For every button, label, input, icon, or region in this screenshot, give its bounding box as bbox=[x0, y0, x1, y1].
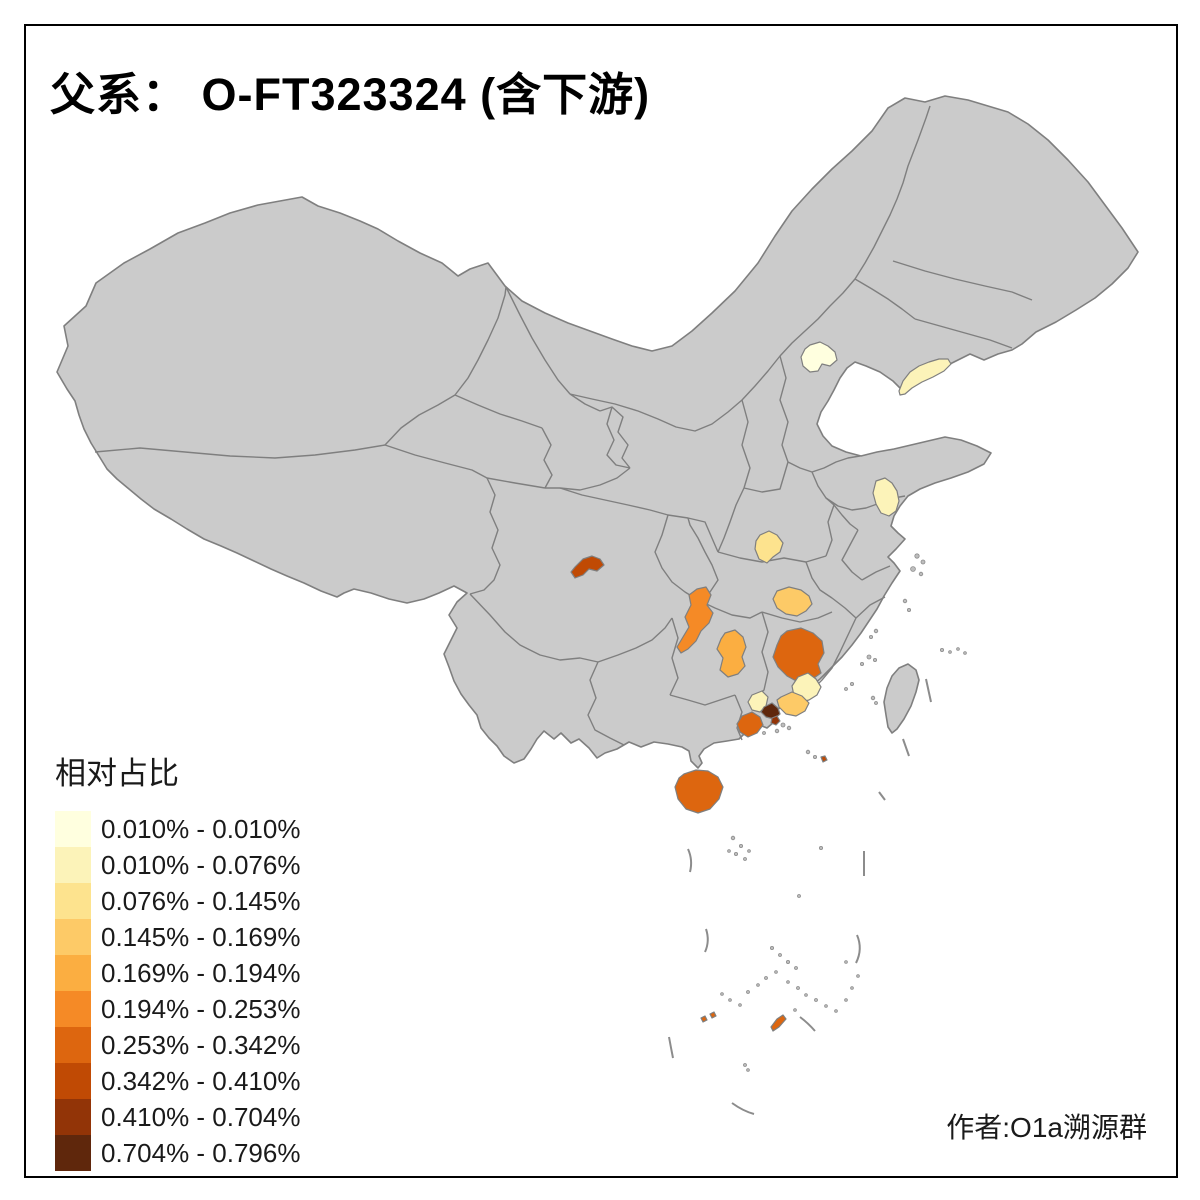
map-region-zhongshan bbox=[770, 715, 781, 726]
legend-swatch-5 bbox=[55, 955, 91, 991]
legend-row: 0.010% - 0.076% bbox=[55, 847, 300, 883]
map-region-scs-island-c bbox=[709, 1011, 717, 1019]
plot-frame bbox=[24, 24, 1178, 1178]
map-region-hunan-central bbox=[716, 629, 747, 678]
legend-row: 0.010% - 0.010% bbox=[55, 811, 300, 847]
legend-label-10: 0.704% - 0.796% bbox=[101, 1137, 301, 1168]
legend-label-1: 0.010% - 0.010% bbox=[101, 813, 301, 844]
china-mainland bbox=[56, 95, 1139, 769]
legend-row: 0.076% - 0.145% bbox=[55, 883, 300, 919]
legend-row: 0.253% - 0.342% bbox=[55, 1027, 300, 1063]
map-region-coastal-islet bbox=[820, 755, 828, 763]
legend-label-8: 0.342% - 0.410% bbox=[101, 1065, 301, 1096]
legend-swatch-1 bbox=[55, 811, 91, 847]
map-region-guangdong-west bbox=[736, 711, 764, 738]
legend: 相对占比 0.010% - 0.010% 0.010% - 0.076% 0.076… bbox=[55, 748, 300, 1171]
attribution-text: 作者:O1a溯源群 bbox=[946, 1112, 1147, 1143]
legend-label-4: 0.145% - 0.169% bbox=[101, 921, 301, 952]
legend-swatch-6 bbox=[55, 991, 91, 1027]
legend-rows: 0.010% - 0.010% 0.010% - 0.076% 0.076% - 0… bbox=[55, 811, 300, 1171]
colored-regions bbox=[570, 341, 952, 1032]
legend-label-3: 0.076% - 0.145% bbox=[101, 885, 301, 916]
legend-swatch-8 bbox=[55, 1063, 91, 1099]
map-region-henan-south bbox=[754, 530, 784, 564]
map-region-sichuan bbox=[570, 555, 605, 579]
legend-label-2: 0.010% - 0.076% bbox=[101, 849, 301, 880]
legend-row: 0.704% - 0.796% bbox=[55, 1135, 300, 1171]
taiwan-island bbox=[883, 663, 920, 734]
legend-label-5: 0.169% - 0.194% bbox=[101, 957, 301, 988]
legend-label-9: 0.410% - 0.704% bbox=[101, 1101, 301, 1132]
legend-row: 0.410% - 0.704% bbox=[55, 1099, 300, 1135]
map-region-guangdong-central bbox=[776, 691, 810, 717]
legend-row: 0.145% - 0.169% bbox=[55, 919, 300, 955]
legend-title: 相对占比 bbox=[55, 756, 179, 791]
legend-swatch-10 bbox=[55, 1135, 91, 1171]
legend-swatch-3 bbox=[55, 883, 91, 919]
legend-label-7: 0.253% - 0.342% bbox=[101, 1029, 301, 1060]
map-region-hainan bbox=[674, 769, 724, 814]
legend-swatch-9 bbox=[55, 1099, 91, 1135]
map-region-hunan-west bbox=[676, 586, 714, 654]
legend-row: 0.342% - 0.410% bbox=[55, 1063, 300, 1099]
map-region-dalian bbox=[898, 358, 952, 396]
map-region-scs-island-a bbox=[770, 1014, 787, 1032]
legend-row: 0.194% - 0.253% bbox=[55, 991, 300, 1027]
legend-swatch-2 bbox=[55, 847, 91, 883]
legend-row: 0.169% - 0.194% bbox=[55, 955, 300, 991]
map-region-jiangsu-coastal bbox=[872, 477, 900, 517]
nine-dash-line bbox=[668, 678, 932, 1115]
map-region-scs-island-b bbox=[700, 1015, 708, 1023]
map-region-hubei bbox=[772, 586, 813, 617]
map-region-beijing bbox=[800, 341, 838, 373]
page-title: 父系： O-FT323324 (含下游) bbox=[50, 69, 651, 120]
legend-label-6: 0.194% - 0.253% bbox=[101, 993, 301, 1024]
legend-swatch-7 bbox=[55, 1027, 91, 1063]
legend-swatch-4 bbox=[55, 919, 91, 955]
minor-islands bbox=[720, 553, 967, 1072]
